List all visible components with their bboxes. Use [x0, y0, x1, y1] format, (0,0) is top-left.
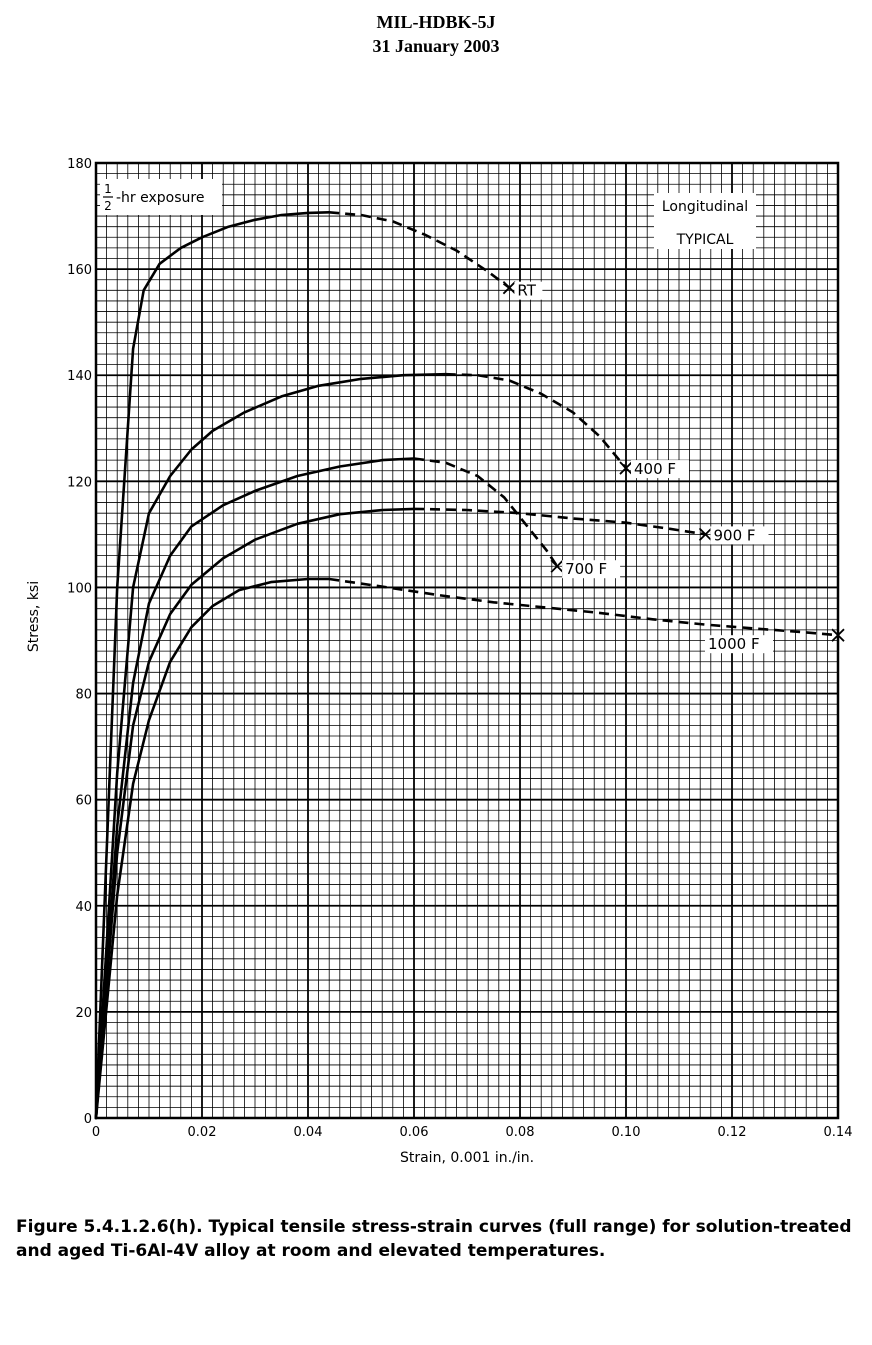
x-tick-label: 0.04: [294, 1125, 323, 1140]
curve-dashed-rt: [329, 211, 511, 289]
basis-label: TYPICAL: [676, 232, 734, 248]
document-id: MIL-HDBK-5J: [376, 12, 496, 32]
curve-solid-900-f: [94, 507, 416, 1120]
fracture-mark-400-f: [619, 461, 633, 475]
y-tick-label: 100: [67, 581, 92, 596]
document-date: 31 January 2003: [372, 36, 500, 56]
figure-caption: Figure 5.4.1.2.6(h). Typical tensile str…: [16, 1217, 852, 1261]
curve-label-bg: [514, 281, 543, 300]
y-tick-label: 80: [75, 688, 92, 703]
fracture-mark-1000-f: [831, 628, 845, 642]
exposure-numerator: 1: [104, 182, 112, 196]
exposure-label: -hr exposure: [116, 190, 204, 206]
curve-label-rt: RT: [517, 282, 536, 300]
y-tick-label: 60: [75, 794, 92, 809]
grid-minor: [96, 163, 838, 1118]
curve-label-400-f: 400 F: [634, 460, 676, 478]
y-tick-label: 0: [84, 1112, 92, 1127]
curve-dashed-900-f: [413, 507, 706, 536]
fracture-mark-900-f: [698, 527, 713, 542]
curve-dashed-400-f: [445, 372, 627, 469]
fracture-mark-700-f: [550, 559, 564, 573]
grid-major: [96, 163, 838, 1118]
tick-labels: 0 0.02 0.04 0.06 0.08 0.10 0.12 0.14 0 20 40 60 80 10…: [67, 157, 852, 1140]
curve-label-bg: [705, 635, 773, 654]
y-tick-label: 120: [67, 475, 92, 490]
curve-label-1000-f: 1000 F: [708, 635, 760, 653]
specimen-box: [654, 193, 756, 249]
x-tick-label: 0.12: [718, 1125, 747, 1140]
x-tick-label: 0: [92, 1125, 100, 1140]
y-tick-label: 160: [67, 263, 92, 278]
x-tick-label: 0.08: [506, 1125, 535, 1140]
curve-solid-rt: [94, 211, 331, 1120]
x-axis-label: Strain, 0.001 in./in.: [400, 1150, 534, 1166]
curve-solid-700-f: [94, 457, 416, 1120]
y-tick-label: 40: [75, 900, 92, 915]
curve-solid-400-f: [94, 372, 448, 1120]
y-tick-label: 140: [67, 369, 92, 384]
direction-label: Longitudinal: [662, 199, 748, 215]
curve-label-700-f: 700 F: [565, 560, 607, 578]
x-tick-label: 0.14: [824, 1125, 853, 1140]
plot-frame: [94, 161, 840, 1120]
x-tick-label: 0.10: [612, 1125, 641, 1140]
annotations: 1 2 -hr exposure Longitudinal TYPICAL: [100, 179, 756, 249]
y-tick-label: 180: [67, 157, 92, 172]
curves: RT 400 F 700 F 900 F 1000 F: [94, 211, 845, 1120]
x-tick-label: 0.02: [188, 1125, 217, 1140]
y-axis-label: Stress, ksi: [26, 581, 42, 652]
curve-solid-1000-f: [94, 577, 331, 1120]
curve-dashed-700-f: [413, 457, 559, 567]
curve-dashed-1000-f: [329, 577, 839, 637]
exposure-denominator: 2: [104, 199, 112, 213]
y-tick-label: 20: [75, 1006, 92, 1021]
x-tick-label: 0.06: [400, 1125, 429, 1140]
curve-label-900-f: 900 F: [714, 526, 756, 544]
curve-label-bg: [710, 526, 769, 545]
fracture-mark-rt: [502, 281, 517, 295]
stress-strain-chart: RT 400 F 700 F 900 F 1000 F 0 0.02 0.04 0.06 0.0…: [26, 157, 852, 1166]
curve-label-bg: [562, 560, 621, 579]
exposure-box: [100, 179, 222, 215]
curve-label-bg: [631, 460, 689, 479]
